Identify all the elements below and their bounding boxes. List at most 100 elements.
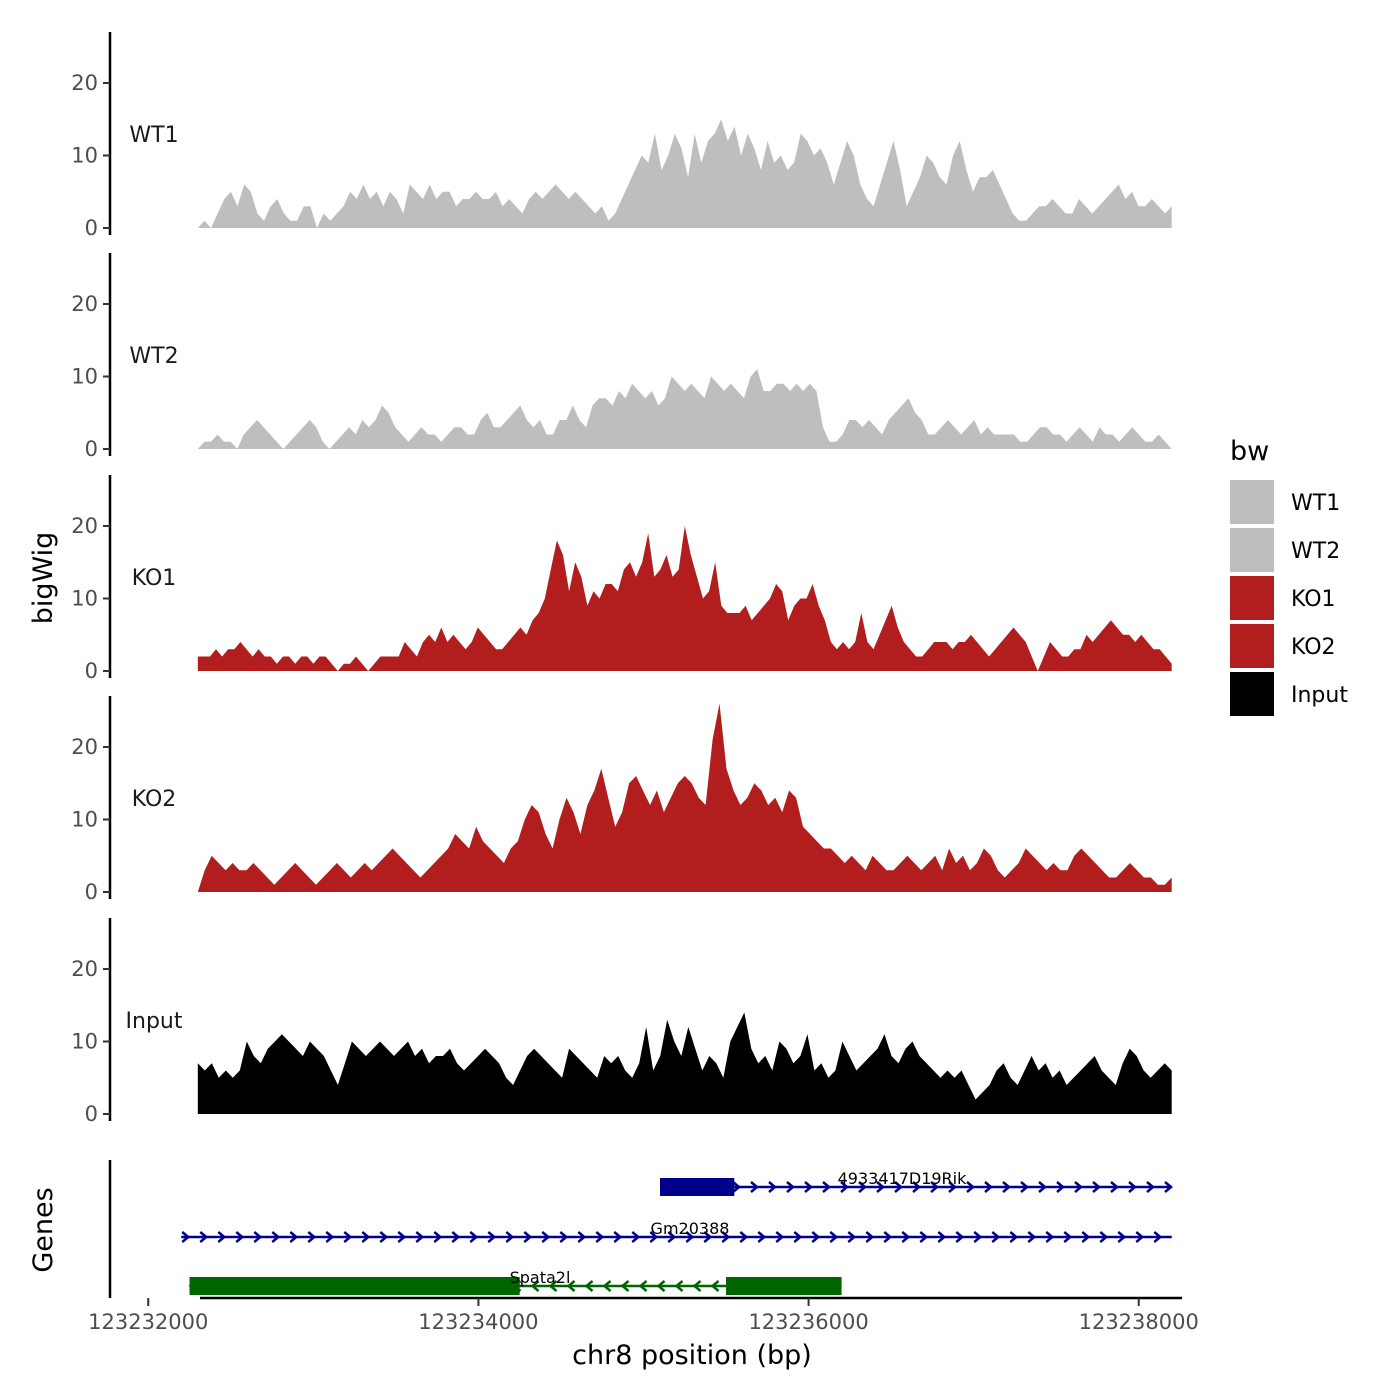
strand-arrow	[469, 1231, 479, 1243]
strand-arrow	[523, 1231, 533, 1243]
strand-arrow	[955, 1231, 965, 1243]
y-tick-label: 0	[85, 880, 98, 904]
strand-arrow	[883, 1231, 893, 1243]
y-tick-label: 10	[71, 365, 98, 389]
x-tick-label: 123232000	[88, 1310, 208, 1334]
y-tick-label: 20	[71, 957, 98, 981]
strand-arrow	[703, 1231, 713, 1243]
y-tick-label: 20	[71, 735, 98, 759]
strand-arrow	[1135, 1231, 1145, 1243]
strand-arrow	[775, 1231, 785, 1243]
strand-arrow	[181, 1231, 191, 1243]
strand-arrow	[577, 1231, 587, 1243]
strand-arrow	[559, 1231, 569, 1243]
strand-arrow	[750, 1181, 759, 1193]
genes-panel: 4933417D19Rik Gm20388 Spata2l	[108, 1160, 1173, 1298]
strand-arrow	[973, 1231, 983, 1243]
x-axis-title: chr8 position (bp)	[572, 1340, 812, 1371]
gene-4933417d19rik: 4933417D19Rik	[660, 1169, 1173, 1196]
strand-arrow	[361, 1231, 371, 1243]
strand-arrow	[1002, 1181, 1011, 1193]
y-tick-label: 20	[71, 292, 98, 316]
strand-arrow	[1038, 1181, 1047, 1193]
strand-arrow	[487, 1231, 497, 1243]
gene-spata2l: Spata2l	[188, 1268, 842, 1295]
strand-arrow	[307, 1231, 317, 1243]
exon-block	[660, 1178, 735, 1196]
strand-arrow	[1063, 1231, 1073, 1243]
strand-arrow	[1081, 1231, 1091, 1243]
strand-arrow	[613, 1231, 623, 1243]
track-label-ko1: KO1	[132, 566, 177, 591]
strand-arrow	[289, 1231, 299, 1243]
strand-arrow	[1117, 1231, 1127, 1243]
x-tick-label: 123234000	[418, 1310, 538, 1334]
strand-arrow	[1009, 1231, 1019, 1243]
strand-arrow	[768, 1181, 777, 1193]
strand-arrow	[685, 1231, 695, 1243]
strand-arrow	[930, 1181, 939, 1193]
strand-arrow	[1092, 1181, 1101, 1193]
strand-arrow	[984, 1181, 993, 1193]
exon-block	[726, 1277, 842, 1295]
track-label-input: Input	[126, 1009, 183, 1034]
strand-arrow	[397, 1231, 407, 1243]
strand-arrow	[919, 1231, 929, 1243]
strand-arrow	[325, 1231, 335, 1243]
strand-arrow	[217, 1231, 227, 1243]
legend-key-ko2	[1230, 624, 1274, 668]
strand-arrow	[505, 1231, 515, 1243]
legend-label-ko1: KO1	[1291, 587, 1336, 612]
strand-arrow	[595, 1231, 605, 1243]
coverage-area-wt1	[197, 119, 1172, 228]
strand-arrow	[667, 1231, 677, 1243]
track-ko2: 0 10 20 KO2	[71, 696, 1172, 904]
strand-arrow	[620, 1280, 630, 1292]
strand-arrow	[1153, 1231, 1163, 1243]
gene-label: 4933417D19Rik	[838, 1169, 968, 1188]
strand-arrow	[656, 1280, 666, 1292]
legend-label-wt1: WT1	[1291, 491, 1340, 516]
strand-arrow	[638, 1280, 648, 1292]
track-input: 0 10 20 Input	[71, 918, 1172, 1126]
x-axis: 123232000 123234000 123236000 123238000	[88, 1296, 1199, 1334]
track-label-wt1: WT1	[129, 123, 178, 148]
y-tick-label: 0	[85, 1102, 98, 1126]
strand-arrow	[631, 1231, 641, 1243]
strand-arrow	[1020, 1181, 1029, 1193]
legend-key-wt1	[1230, 480, 1274, 524]
legend-label-wt2: WT2	[1291, 539, 1340, 564]
strand-arrow	[793, 1231, 803, 1243]
legend-title: bw	[1230, 436, 1269, 467]
strand-arrow	[199, 1231, 209, 1243]
strand-arrow	[674, 1280, 684, 1292]
strand-arrow	[847, 1231, 857, 1243]
strand-arrow	[1128, 1181, 1137, 1193]
y-tick-label: 10	[71, 1030, 98, 1054]
strand-arrow	[710, 1280, 720, 1292]
strand-arrow	[894, 1181, 903, 1193]
strand-arrow	[530, 1280, 540, 1292]
strand-arrow	[566, 1280, 576, 1292]
strand-arrow	[1110, 1181, 1119, 1193]
strand-arrow	[822, 1181, 831, 1193]
x-tick-label: 123236000	[748, 1310, 868, 1334]
gene-label: Gm20388	[651, 1219, 730, 1238]
coverage-area-ko2	[197, 703, 1172, 892]
exon-block	[189, 1277, 520, 1295]
strand-arrow	[829, 1231, 839, 1243]
strand-arrow	[991, 1231, 1001, 1243]
legend-key-input	[1230, 672, 1274, 716]
strand-arrow	[757, 1231, 767, 1243]
coverage-tracks: 0 10 20 WT1 0 10 20 WT2 0 10 20 KO1 0 10 20 KO2 0 10 20 Inp…	[71, 32, 1172, 1126]
strand-arrow	[379, 1231, 389, 1243]
y-tick-label: 0	[85, 659, 98, 683]
track-wt2: 0 10 20 WT2	[71, 253, 1172, 461]
strand-arrow	[1045, 1231, 1055, 1243]
strand-arrow	[840, 1181, 849, 1193]
strand-arrow	[1027, 1231, 1037, 1243]
y-tick-label: 10	[71, 808, 98, 832]
y-tick-label: 20	[71, 71, 98, 95]
y-tick-label: 10	[71, 144, 98, 168]
